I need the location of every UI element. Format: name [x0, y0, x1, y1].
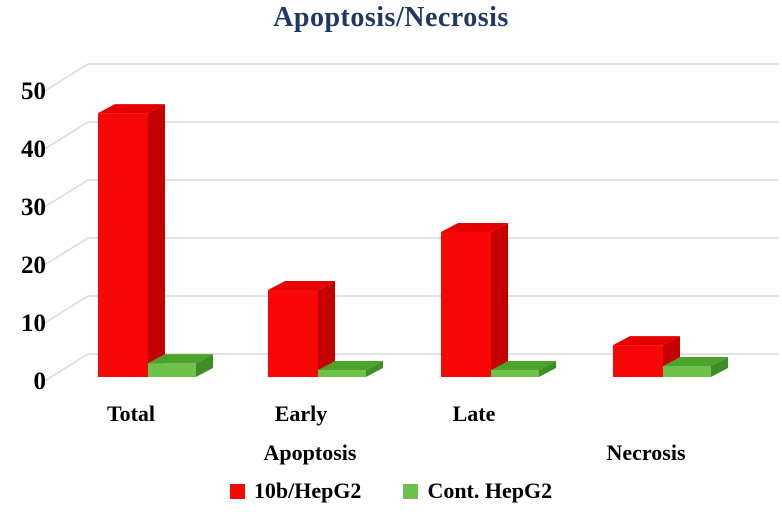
- bar-cont-hepg2-front: [491, 370, 539, 377]
- bar-cont-hepg2-front: [318, 370, 366, 377]
- bar-10b-hepg2-side: [318, 281, 335, 377]
- y-axis-tick-label: 20: [21, 252, 46, 279]
- legend-label: 10b/HepG2: [253, 478, 362, 503]
- legend-label: Cont. HepG2: [427, 478, 553, 503]
- legend-swatch-icon: [229, 483, 245, 499]
- bar-cont-hepg2-top: [148, 354, 213, 364]
- gridline: [42, 121, 779, 151]
- gridline: [42, 179, 779, 209]
- legend-swatch-icon: [403, 483, 419, 499]
- bar-10b-hepg2-front: [613, 345, 663, 377]
- category-label-late: Late: [452, 401, 496, 426]
- legend-item: 10b/HepG2: [229, 478, 362, 503]
- gridline: [42, 63, 779, 93]
- bar-10b-hepg2-front: [441, 232, 491, 377]
- bar-10b-hepg2-front: [98, 113, 148, 377]
- bar-cont-hepg2-side: [196, 354, 213, 377]
- axis-group-label-necrosis: Necrosis: [606, 440, 686, 465]
- bar-cont-hepg2-side: [711, 356, 728, 377]
- bar-10b-hepg2-top: [613, 336, 680, 346]
- chart-title: Apoptosis/Necrosis: [273, 2, 509, 33]
- bar-cont-hepg2-top: [663, 356, 728, 366]
- y-axis-tick-label: 0: [33, 368, 47, 395]
- gridline: [42, 353, 779, 383]
- y-axis-tick-label: 50: [21, 78, 46, 105]
- y-axis-tick-label: 10: [21, 310, 46, 337]
- axis-group-label-apoptosis: Apoptosis: [263, 440, 357, 465]
- bar-cont-hepg2-side: [539, 361, 556, 377]
- legend-item: Cont. HepG2: [403, 480, 552, 502]
- y-axis-tick-label: 40: [21, 136, 46, 163]
- bar-10b-hepg2-top: [268, 281, 335, 290]
- y-axis-tick-label: 30: [21, 194, 46, 221]
- legend: 10b/HepG2 Cont. HepG2: [0, 480, 782, 502]
- bar-10b-hepg2-front: [268, 290, 318, 377]
- gridline: [42, 237, 779, 267]
- bar-cont-hepg2-top: [491, 361, 556, 371]
- bar-cont-hepg2-front: [148, 363, 196, 377]
- bar-10b-hepg2-top: [98, 104, 165, 114]
- bar-cont-hepg2-side: [366, 361, 383, 377]
- bar-10b-hepg2-side: [148, 104, 165, 377]
- bar-10b-hepg2-side: [491, 223, 508, 377]
- category-label-total: Total: [106, 401, 156, 426]
- bar-cont-hepg2-front: [663, 365, 711, 377]
- gridline: [42, 295, 779, 325]
- category-label-early: Early: [274, 401, 328, 426]
- bar-cont-hepg2-top: [318, 361, 383, 371]
- bar-10b-hepg2-top: [441, 223, 508, 232]
